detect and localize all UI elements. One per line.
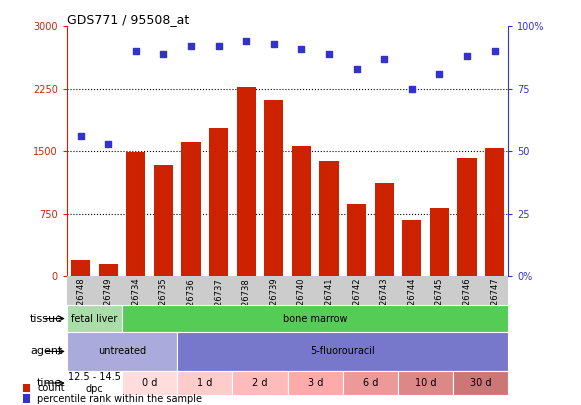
Point [352, 66, 361, 72]
Text: GSM26738: GSM26738 [242, 278, 250, 324]
Bar [457, 158, 476, 276]
Text: untreated: untreated [98, 346, 146, 356]
Text: 1 d: 1 d [197, 378, 213, 388]
Bar [99, 264, 118, 276]
Text: percentile rank within the sample: percentile rank within the sample [37, 394, 202, 404]
Text: GSM26740: GSM26740 [297, 278, 306, 323]
Bar [485, 148, 504, 276]
Bar [122, 371, 177, 395]
Bar [23, 394, 30, 403]
Bar [375, 183, 394, 276]
Bar [288, 371, 343, 395]
Bar [177, 371, 232, 395]
Text: bone marrow: bone marrow [283, 313, 347, 324]
Text: 0 d: 0 d [142, 378, 157, 388]
Text: time: time [37, 378, 62, 388]
Bar [67, 305, 122, 332]
Bar [209, 128, 228, 276]
Point [269, 40, 278, 47]
Bar [67, 371, 122, 395]
Bar [232, 371, 288, 395]
Text: GSM26742: GSM26742 [352, 278, 361, 323]
Text: 10 d: 10 d [415, 378, 436, 388]
Text: 6 d: 6 d [363, 378, 378, 388]
Bar [430, 208, 449, 276]
Bar [122, 305, 508, 332]
Bar [126, 152, 145, 276]
Text: 12.5 - 14.5
dpc: 12.5 - 14.5 dpc [68, 372, 121, 394]
Bar [236, 87, 256, 276]
Point [159, 51, 168, 57]
Point [379, 55, 389, 62]
Text: count: count [37, 384, 64, 393]
Point [242, 38, 251, 45]
Point [324, 51, 333, 57]
Bar [320, 161, 339, 276]
Text: GSM26749: GSM26749 [104, 278, 113, 323]
Text: 2 d: 2 d [252, 378, 268, 388]
Text: tissue: tissue [30, 313, 62, 324]
Point [435, 70, 444, 77]
Bar [453, 371, 508, 395]
Point [297, 46, 306, 52]
Bar [67, 332, 177, 371]
Text: GSM26736: GSM26736 [187, 278, 195, 324]
Point [187, 43, 196, 49]
Bar [402, 220, 421, 276]
Bar [398, 371, 453, 395]
Point [76, 133, 85, 140]
Text: agent: agent [30, 346, 62, 356]
Text: GDS771 / 95508_at: GDS771 / 95508_at [67, 13, 189, 26]
Text: GSM26746: GSM26746 [462, 278, 471, 324]
Text: fetal liver: fetal liver [71, 313, 117, 324]
Text: 5-fluorouracil: 5-fluorouracil [310, 346, 375, 356]
Text: GSM26735: GSM26735 [159, 278, 168, 324]
Bar [71, 260, 90, 276]
Text: 3 d: 3 d [307, 378, 323, 388]
Bar [23, 384, 30, 392]
Bar [264, 100, 284, 276]
Text: GSM26734: GSM26734 [131, 278, 140, 324]
Text: GSM26737: GSM26737 [214, 278, 223, 324]
Bar [154, 165, 173, 276]
Bar [181, 142, 200, 276]
Text: GSM26743: GSM26743 [380, 278, 389, 324]
Point [214, 43, 223, 49]
Point [462, 53, 472, 60]
Point [407, 85, 417, 92]
Text: GSM26741: GSM26741 [325, 278, 333, 323]
Point [490, 48, 499, 55]
Text: GSM26745: GSM26745 [435, 278, 444, 323]
Text: GSM26739: GSM26739 [270, 278, 278, 324]
Point [103, 141, 113, 147]
Text: GSM26744: GSM26744 [407, 278, 416, 323]
Text: 30 d: 30 d [470, 378, 492, 388]
Bar [347, 204, 366, 276]
Point [131, 48, 141, 55]
Bar [343, 371, 398, 395]
Text: GSM26747: GSM26747 [490, 278, 499, 324]
Bar [292, 145, 311, 276]
Bar [177, 332, 508, 371]
Text: GSM26748: GSM26748 [76, 278, 85, 324]
